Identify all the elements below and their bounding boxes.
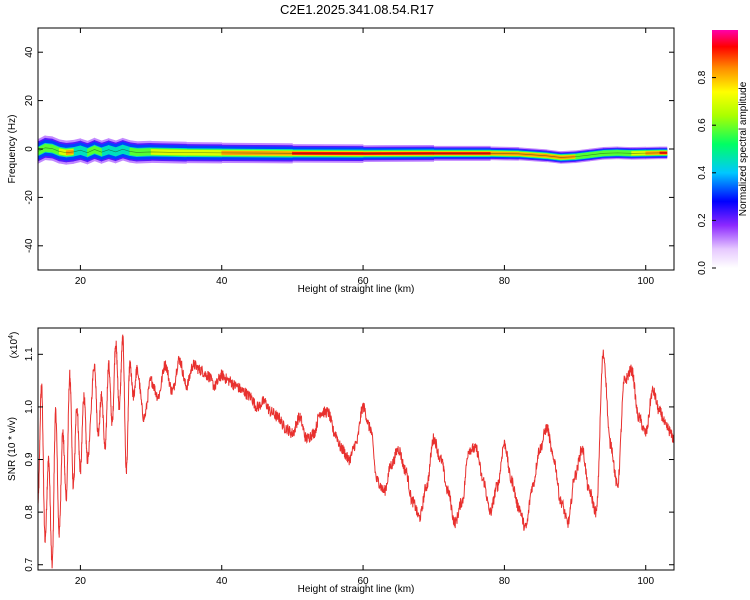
spectrogram-xtick-label: 80: [499, 276, 511, 287]
colorbar-tick-label: 0.0: [697, 261, 708, 275]
colorbar: 0.0 0.2 0.4 0.6 0.8 Normalized spectral ampl…: [697, 30, 749, 275]
spectrogram-panel: 20 40 60 80 100 40 20 0 -20 -40 Height of straig…: [7, 27, 675, 295]
svg-text:(x104): (x104): [8, 332, 20, 359]
spectrogram-xlabel: Height of straight line (km): [298, 284, 415, 295]
snr-xtick-label: 100: [637, 576, 654, 587]
spectrogram-xtick-label: 60: [358, 276, 370, 287]
snr-xtick-label: 40: [216, 576, 228, 587]
snr-ytick-label: 1.0: [24, 400, 35, 414]
spectrogram-ytick-label: -40: [24, 238, 35, 253]
snr-scale-exponent: 4: [8, 335, 15, 339]
snr-frame: [37, 327, 675, 571]
colorbar-label: Normalized spectral amplitude: [738, 81, 749, 216]
snr-scale-prefix: (x10: [9, 338, 20, 358]
spectral-ridge: [38, 135, 668, 165]
spectrogram-ylabel: Frequency (Hz): [7, 115, 18, 184]
snr-xtick-label: 60: [358, 576, 370, 587]
snr-series-line: [38, 334, 674, 569]
snr-xtick-label: 20: [75, 576, 87, 587]
chart-title: C2E1.2025.341.08.54.R17: [280, 2, 434, 17]
snr-ylabel: SNR (10 * v/v): [7, 417, 18, 481]
colorbar-tick-label: 0.4: [697, 165, 708, 179]
snr-ytick-label: 0.9: [24, 452, 35, 466]
spectrogram-ytick-label: 20: [24, 95, 35, 107]
spectrogram-ytick-label: -20: [24, 190, 35, 205]
spectrogram-xtick-label: 100: [637, 276, 654, 287]
snr-ytick-label: 0.8: [24, 505, 35, 519]
snr-xtick-label: 80: [499, 576, 511, 587]
colorbar-tick-label: 0.8: [697, 70, 708, 84]
spectrogram-ytick-label: 40: [24, 46, 35, 58]
snr-scale-label: (x104): [8, 332, 20, 359]
spectrogram-xtick-label: 20: [75, 276, 87, 287]
colorbar-tick-label: 0.6: [697, 118, 708, 132]
spectrogram-xtick-label: 40: [216, 276, 228, 287]
snr-xlabel: Height of straight line (km): [298, 584, 415, 595]
ridge-centerline: [38, 147, 667, 158]
snr-ytick-label: 0.7: [24, 557, 35, 571]
colorbar-gradient: [712, 30, 738, 268]
spectrogram-ytick-label: 0: [24, 146, 35, 152]
snr-panel: 20 40 60 80 100 0.7 0.8 0.9 1.0 1.1 Height of st…: [7, 327, 675, 595]
snr-ytick-label: 1.1: [24, 347, 35, 361]
colorbar-tick-label: 0.2: [697, 213, 708, 227]
